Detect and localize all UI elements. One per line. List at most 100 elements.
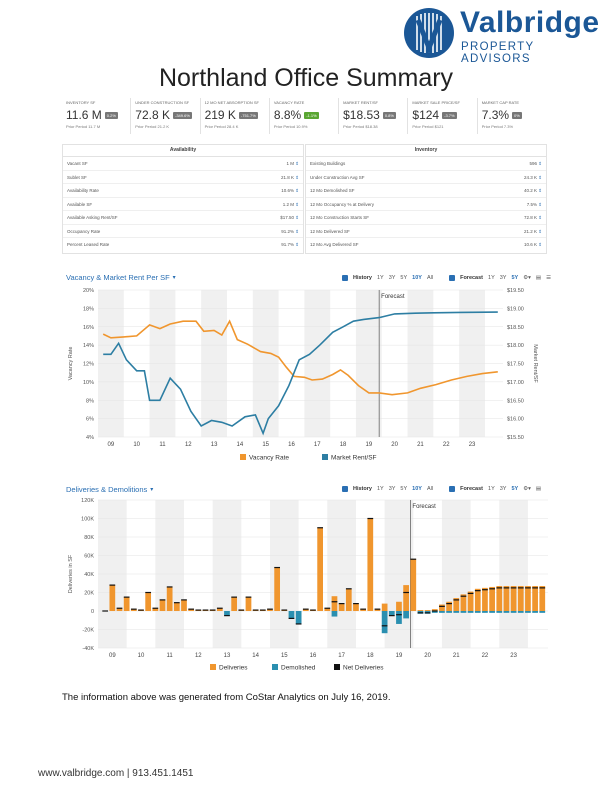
hist-range-3y[interactable]: 3Y — [388, 275, 396, 281]
kpi-change-badge: -349.6% — [172, 111, 192, 119]
delivery-bar — [439, 604, 445, 611]
forecast-checkbox[interactable] — [449, 275, 456, 281]
fc-range-3y[interactable]: 3Y — [499, 275, 507, 281]
deliveries-chart-menu[interactable]: Deliveries & Demolitions ▾ — [66, 485, 153, 494]
availability-row: Occupancy Rate 91.2% ⇕ — [63, 225, 303, 238]
delivery-bar — [166, 586, 173, 611]
y-tick-label: -40K — [82, 646, 94, 652]
kpi-card: 12 MO NET ABSORPTION SF 219 K -751.7% Prior… — [201, 98, 270, 134]
gear-icon[interactable]: ⚙▾ — [523, 275, 531, 281]
history-checkbox[interactable] — [342, 275, 348, 281]
kpi-change-badge: 0.2% — [104, 111, 118, 119]
kpi-label: VACANCY RATE — [273, 100, 305, 105]
legend-label: Market Rent/SF — [331, 455, 377, 462]
fc-range-5y[interactable]: 5Y — [511, 486, 519, 492]
y2-tick-label: $18.50 — [507, 325, 524, 331]
fc-range-1y[interactable]: 1Y — [488, 275, 495, 281]
legend-swatch — [272, 664, 278, 670]
row-value: 10.6% ⇕ — [281, 188, 299, 193]
forecast-checkbox[interactable] — [449, 486, 456, 492]
delivery-bar — [460, 594, 467, 611]
gear-icon[interactable]: ⚙▾ — [523, 486, 531, 492]
y-tick-label: -20K — [82, 628, 94, 634]
trend-arrow-icon: ⇕ — [538, 174, 542, 180]
kpi-value: 11.6 M — [66, 108, 102, 122]
legend-swatch — [210, 664, 216, 670]
fc-range-3y[interactable]: 3Y — [499, 486, 507, 492]
history-label: History — [353, 275, 372, 281]
availability-row: Percent Leased Rate 91.7% ⇕ — [63, 238, 303, 252]
hist-range-10y[interactable]: 10Y — [412, 486, 422, 492]
inventory-panel: Inventory Existing Buildings 596 ⇕ Under C… — [305, 144, 547, 254]
row-value: 91.7% ⇕ — [281, 242, 299, 247]
kpi-change-badge: -1.1% — [304, 111, 319, 119]
row-label: Available SF — [67, 201, 93, 207]
export-icon[interactable]: ▤ — [535, 486, 542, 492]
delivery-bar — [539, 586, 546, 611]
table-icon[interactable]: ☰ — [546, 275, 552, 281]
vacancy-chart-menu[interactable]: Vacancy & Market Rent Per SF ▾ — [66, 273, 176, 282]
demolished-bar — [288, 611, 295, 619]
hist-range-1y[interactable]: 1Y — [376, 486, 384, 492]
x-tick-label: 20 — [391, 442, 398, 448]
row-label: Sublet SF — [67, 174, 87, 180]
delivery-bar — [517, 586, 524, 611]
hist-range-all[interactable]: All — [426, 486, 434, 492]
hist-range-5y[interactable]: 5Y — [400, 486, 408, 492]
x-tick-label: 09 — [108, 442, 115, 448]
inventory-row: Under Construction Avg SF 24.3 K ⇕ — [306, 171, 546, 184]
y-tick-label: 20K — [84, 591, 94, 597]
delivery-bar — [482, 587, 488, 611]
demolished-bar — [388, 611, 395, 616]
brand-name: Valbridge — [460, 6, 600, 39]
kpi-prior-period: Prior Period $121 — [412, 124, 444, 129]
delivery-bar — [396, 601, 402, 611]
logo-mark-icon — [404, 8, 454, 58]
demolished-bar — [474, 611, 481, 613]
history-label: History — [353, 486, 372, 492]
delivery-bar — [331, 596, 338, 611]
fc-range-1y[interactable]: 1Y — [488, 486, 495, 492]
fc-range-5y[interactable]: 5Y — [511, 275, 519, 281]
x-tick-label: 13 — [211, 442, 218, 448]
row-label: Existing Buildings — [310, 161, 346, 166]
row-value: 21.2 K ⇕ — [523, 228, 542, 234]
hist-range-3y[interactable]: 3Y — [388, 486, 396, 492]
kpi-card: INVENTORY SF 11.6 M 0.2% Prior Period 11.7 … — [62, 98, 132, 134]
trend-arrow-icon: ⇕ — [538, 215, 542, 220]
trend-arrow-icon: ⇕ — [295, 228, 299, 234]
delivery-bar — [302, 609, 309, 611]
demolished-bar — [489, 611, 495, 613]
legend-label: Net Deliveries — [343, 665, 384, 672]
kpi-prior-period: Prior Period 11.7 M — [66, 124, 101, 129]
x-tick-label: 15 — [281, 653, 288, 659]
hist-range-1y[interactable]: 1Y — [376, 275, 384, 281]
row-label: 12 Mo Occupancy % at Delivery — [310, 201, 375, 207]
x-tick-label: 23 — [469, 442, 476, 448]
kpi-strip: INVENTORY SF 11.6 M 0.2% Prior Period 11.7 … — [62, 98, 546, 134]
kpi-label: 12 MO NET ABSORPTION SF — [204, 100, 259, 105]
hist-range-10y[interactable]: 10Y — [412, 275, 422, 281]
legend-label: Deliveries — [219, 665, 248, 672]
y2-tick-label: $19.50 — [507, 288, 524, 294]
inventory-row: Existing Buildings 596 ⇕ — [306, 157, 546, 171]
y-tick-label: 18% — [83, 306, 94, 312]
row-value: 7.5% ⇕ — [526, 201, 542, 207]
inventory-row: 12 Mo Delivered SF 21.2 K ⇕ — [306, 225, 546, 238]
row-label: 12 Mo Delivered SF — [310, 228, 350, 234]
x-tick-label: 12 — [195, 653, 202, 659]
x-tick-label: 14 — [252, 653, 259, 659]
hist-range-5y[interactable]: 5Y — [400, 275, 408, 281]
y-tick-label: 120K — [81, 498, 94, 504]
demolished-bar — [224, 611, 230, 616]
kpi-card: MARKET SALE PRICE/SF $124 -3.7% Prior Perio… — [408, 98, 478, 134]
x-tick-label: 17 — [338, 653, 345, 659]
export-icon[interactable]: ▤ — [535, 275, 542, 281]
hist-range-all[interactable]: All — [426, 275, 434, 281]
kpi-label: UNDER CONSTRUCTION SF — [135, 100, 190, 105]
history-checkbox[interactable] — [342, 486, 348, 492]
y2-tick-label: $16.00 — [507, 417, 524, 423]
row-value: 40.2 K ⇕ — [523, 188, 542, 193]
demolished-bar — [381, 611, 388, 634]
kpi-value: $18.53 — [343, 108, 380, 122]
